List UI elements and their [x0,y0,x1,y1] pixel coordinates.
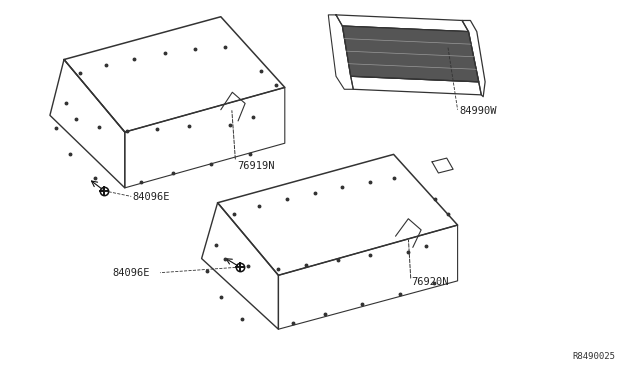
Text: 84096E: 84096E [132,192,170,202]
Polygon shape [342,26,479,82]
Text: 76920N: 76920N [412,277,449,287]
Text: R8490025: R8490025 [573,352,616,361]
Text: 76919N: 76919N [237,161,275,171]
Text: 84990W: 84990W [460,106,497,116]
Text: 84096E: 84096E [112,269,150,278]
